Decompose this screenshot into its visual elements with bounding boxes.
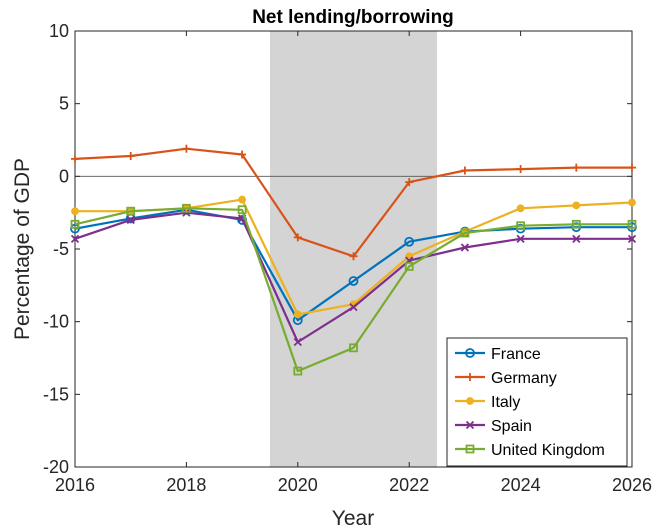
data-point-united-kingdom — [126, 206, 136, 216]
data-point-italy — [293, 310, 302, 319]
data-point-spain — [293, 337, 302, 347]
data-point-italy — [628, 198, 636, 207]
legend-entry-spain: Spain — [455, 418, 532, 435]
legend-marker — [466, 397, 474, 405]
marker-stroke — [126, 215, 135, 225]
data-point-germany — [293, 233, 302, 242]
legend-marker — [465, 420, 475, 430]
data-point-united-kingdom — [181, 203, 191, 213]
marker-stroke — [293, 337, 302, 347]
marker-stroke — [516, 234, 525, 243]
plot-area: 2016 2018 2020 2022 2024 2026 10 5 0 -5 -10 -15 -20 — [43, 21, 652, 495]
legend-label: United Kingdom — [491, 442, 605, 459]
data-point-united-kingdom — [460, 228, 470, 238]
y-tick-label: -5 — [53, 239, 69, 259]
data-point-united-kingdom — [237, 205, 247, 215]
x-tick-label: 2016 — [55, 475, 95, 495]
data-point-united-kingdom — [516, 221, 525, 231]
data-point-united-kingdom — [627, 219, 637, 229]
data-point-italy — [572, 201, 581, 210]
data-point-italy — [238, 195, 247, 204]
marker-stroke — [349, 302, 358, 312]
data-point-germany — [238, 150, 247, 159]
legend-entry-united-kingdom: United Kingdom — [455, 442, 605, 459]
legend-label: France — [491, 346, 541, 363]
data-point-italy — [516, 204, 525, 213]
legend: France Germany Italy Spain United Kingdom — [446, 337, 628, 467]
series-germany — [71, 144, 636, 261]
y-axis-label: Percentage of GDP — [11, 158, 34, 340]
x-tick-label: 2026 — [612, 475, 652, 495]
legend-label: Italy — [491, 394, 520, 411]
data-point-spain — [460, 243, 470, 252]
data-point-spain — [516, 234, 525, 243]
data-point-united-kingdom — [349, 343, 358, 353]
data-point-germany — [516, 165, 525, 174]
data-point-germany — [126, 151, 135, 160]
legend-label: Spain — [491, 418, 532, 435]
data-point-germany — [460, 166, 469, 175]
x-tick-label: 2024 — [501, 475, 541, 495]
data-point-italy — [71, 207, 79, 216]
legend-marker — [466, 373, 474, 381]
y-tick-label: 0 — [59, 166, 69, 186]
data-point-spain — [126, 215, 135, 225]
legend-entry-france: France — [455, 346, 541, 363]
data-point-germany — [628, 163, 636, 172]
y-tick-label: -10 — [43, 312, 69, 332]
data-point-united-kingdom — [293, 366, 303, 376]
data-point-spain — [70, 234, 80, 243]
data-point-germany — [405, 178, 414, 187]
x-tick-label: 2020 — [278, 475, 318, 495]
marker-stroke — [627, 234, 637, 243]
y-tick-label: 10 — [49, 21, 69, 41]
data-point-spain — [627, 234, 637, 243]
data-point-france — [404, 236, 415, 247]
x-tick-label: 2022 — [389, 475, 429, 495]
marker-stroke — [465, 420, 475, 430]
data-point-germany — [71, 154, 79, 163]
series-line-france — [74, 208, 632, 322]
legend-entry-germany: Germany — [455, 370, 557, 387]
data-point-france — [348, 276, 359, 286]
x-axis-label: Year — [332, 507, 374, 530]
data-point-germany — [349, 252, 358, 261]
series-line-united-kingdom — [74, 207, 632, 373]
legend-marker — [465, 444, 475, 454]
data-point-germany — [572, 163, 581, 172]
data-point-spain — [349, 302, 358, 312]
data-point-spain — [572, 234, 581, 243]
data-point-united-kingdom — [404, 262, 414, 271]
shaded-region — [269, 31, 438, 467]
marker-stroke — [70, 234, 80, 243]
legend-label: Germany — [491, 370, 557, 387]
chart-title: Net lending/borrowing — [252, 7, 454, 28]
marker-stroke — [460, 243, 470, 252]
marker-stroke — [572, 234, 581, 243]
data-point-germany — [182, 144, 191, 153]
y-tick-label: -20 — [43, 457, 69, 477]
legend-entry-italy: Italy — [455, 394, 520, 411]
series-united-kingdom — [70, 203, 637, 376]
data-point-united-kingdom — [70, 219, 80, 229]
y-tick-label: 5 — [59, 94, 69, 114]
data-point-united-kingdom — [571, 219, 581, 229]
y-tick-label: -15 — [43, 384, 69, 404]
x-tick-label: 2018 — [166, 475, 206, 495]
legend-marker — [465, 348, 475, 358]
